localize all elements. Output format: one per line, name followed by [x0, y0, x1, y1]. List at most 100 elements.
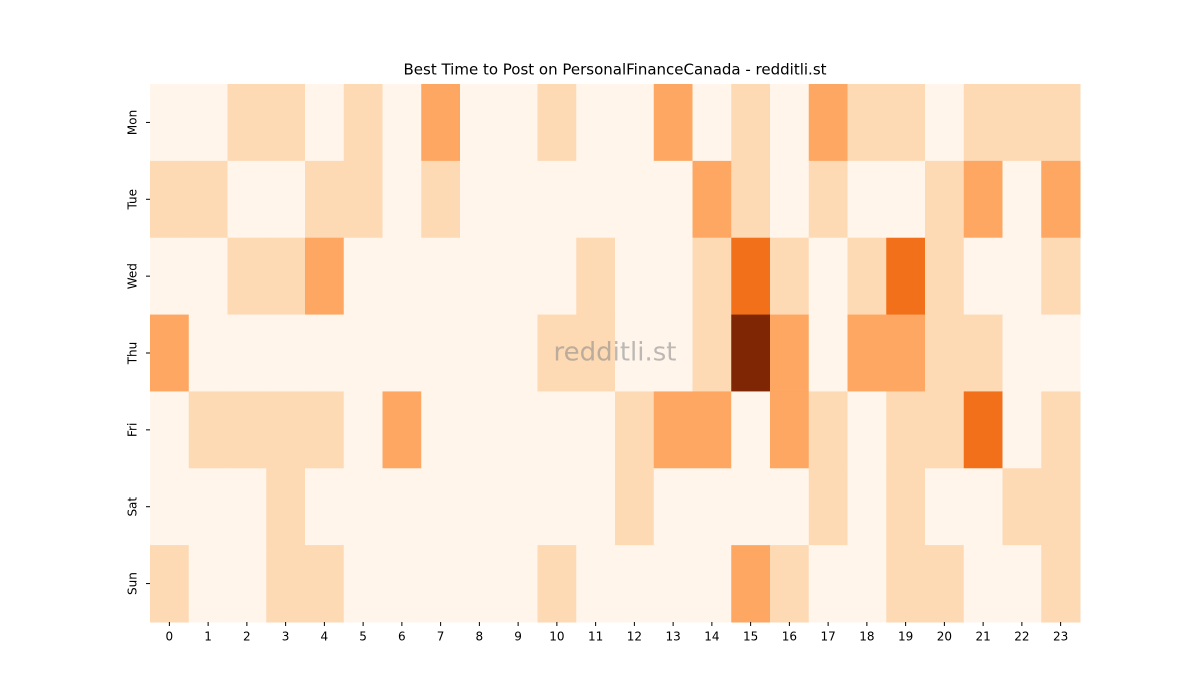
heatmap-cell	[343, 391, 383, 469]
heatmap-cell	[150, 545, 190, 623]
heatmap-cell	[343, 545, 383, 623]
x-tick-label: 2	[243, 630, 251, 644]
heatmap-cell	[537, 468, 577, 546]
heatmap-cell	[537, 237, 577, 316]
heatmap-cell	[653, 391, 693, 469]
heatmap-cell	[653, 84, 693, 162]
heatmap-cell	[382, 160, 422, 239]
heatmap-cell	[266, 545, 306, 623]
x-tick-label: 0	[166, 630, 174, 644]
heatmap-cell	[847, 314, 887, 392]
x-tick-label: 14	[704, 630, 719, 644]
x-tick-label: 8	[476, 630, 484, 644]
heatmap-cell	[615, 160, 655, 239]
heatmap-cell	[1002, 545, 1042, 623]
heatmap-cell	[886, 237, 926, 316]
heatmap-cell	[382, 84, 422, 162]
heatmap-cell	[653, 545, 693, 623]
heatmap-cell	[266, 160, 306, 239]
heatmap-cell	[615, 237, 655, 316]
heatmap-cell	[266, 84, 306, 162]
x-tick-label: 12	[627, 630, 642, 644]
heatmap-cell	[188, 84, 228, 162]
heatmap-cell	[847, 391, 887, 469]
x-tick-label: 17	[820, 630, 835, 644]
heatmap-cell	[886, 160, 926, 239]
chart-title: Best Time to Post on PersonalFinanceCana…	[403, 61, 826, 79]
x-tick-label: 10	[549, 630, 564, 644]
heatmap-cell	[576, 84, 616, 162]
heatmap-cell	[460, 160, 500, 239]
heatmap-cell	[188, 468, 228, 546]
heatmap-cell	[1041, 545, 1081, 623]
heatmap-cell	[886, 545, 926, 623]
heatmap-cell	[343, 84, 383, 162]
heatmap-cell	[1002, 391, 1042, 469]
heatmap-cell	[808, 391, 848, 469]
x-tick-label: 7	[437, 630, 445, 644]
heatmap-cell	[460, 314, 500, 392]
x-tick-label: 13	[665, 630, 680, 644]
heatmap-cell	[305, 314, 345, 392]
x-tick-label: 20	[937, 630, 952, 644]
heatmap-cell	[498, 237, 538, 316]
heatmap-cell	[692, 314, 732, 392]
heatmap-cell	[150, 160, 190, 239]
heatmap-cell	[1041, 160, 1081, 239]
heatmap-cell	[808, 84, 848, 162]
heatmap-cell	[343, 468, 383, 546]
heatmap-cell	[963, 237, 1003, 316]
heatmap-cell	[305, 391, 345, 469]
heatmap-cell	[305, 468, 345, 546]
y-tick-label: Thu	[126, 342, 140, 366]
heatmap-cell	[886, 84, 926, 162]
heatmap-cell	[537, 84, 577, 162]
heatmap-cell	[382, 314, 422, 392]
heatmap-cell	[770, 160, 810, 239]
heatmap-cell	[576, 160, 616, 239]
heatmap-cell	[925, 160, 965, 239]
heatmap-cell	[925, 391, 965, 469]
heatmap-cell	[150, 314, 190, 392]
heatmap-cell	[460, 391, 500, 469]
heatmap-cell	[808, 160, 848, 239]
heatmap-cell	[1002, 160, 1042, 239]
heatmap-cell	[615, 468, 655, 546]
heatmap-cell	[266, 391, 306, 469]
heatmap-cell	[1041, 468, 1081, 546]
heatmap-cell	[963, 391, 1003, 469]
heatmap-cell	[847, 84, 887, 162]
heatmap-cell	[653, 237, 693, 316]
heatmap-cell	[305, 545, 345, 623]
heatmap-cell	[808, 545, 848, 623]
heatmap-cell	[1002, 468, 1042, 546]
y-tick-label: Fri	[126, 423, 140, 437]
heatmap-cell	[382, 545, 422, 623]
heatmap-cell	[1041, 391, 1081, 469]
heatmap-cell	[227, 545, 267, 623]
heatmap-cell	[770, 391, 810, 469]
y-tick-label: Sat	[126, 497, 140, 517]
heatmap-cell	[460, 84, 500, 162]
heatmap-cell	[615, 545, 655, 623]
heatmap-cell	[925, 545, 965, 623]
heatmap-cell	[227, 391, 267, 469]
heatmap-cell	[188, 160, 228, 239]
heatmap-cell	[227, 84, 267, 162]
heatmap-cell	[498, 468, 538, 546]
heatmap-cell	[808, 237, 848, 316]
heatmap-cell	[382, 468, 422, 546]
heatmap-cell	[886, 314, 926, 392]
heatmap-cell	[963, 314, 1003, 392]
heatmap-cell	[498, 314, 538, 392]
heatmap-cell	[343, 160, 383, 239]
heatmap-cell	[731, 468, 771, 546]
heatmap-cell	[847, 468, 887, 546]
heatmap-cell	[421, 391, 461, 469]
heatmap-cell	[421, 160, 461, 239]
heatmap-cell	[692, 237, 732, 316]
heatmap-cell	[925, 237, 965, 316]
heatmap-cell	[421, 237, 461, 316]
heatmap-cell	[576, 314, 616, 392]
